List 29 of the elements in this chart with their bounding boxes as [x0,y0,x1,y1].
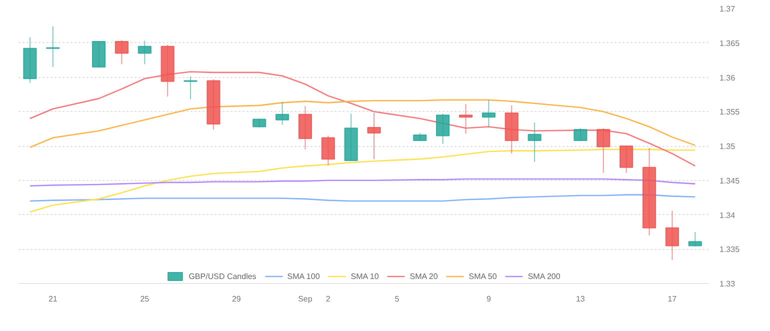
legend-label: SMA 10 [350,272,379,280]
x-tick-label: 2 [326,294,331,304]
legend-label: GBP/USD Candles [188,272,256,280]
legend-label: SMA 50 [468,272,497,280]
x-tick-label: Sep [298,294,313,304]
y-tick-label: 1.34 [720,210,736,220]
y-tick-label: 1.345 [720,176,740,186]
y-tick-label: 1.355 [720,108,740,117]
line-series [29,71,696,167]
x-tick-label: 29 [232,294,242,304]
y-tick-label: 1.36 [720,73,736,82]
line-series [29,99,696,148]
legend-label: SMA 20 [410,272,438,280]
y-tick-label: 1.35 [720,142,736,151]
y-tick-label: 1.335 [720,245,740,254]
y-tick-label: 1.365 [720,38,740,48]
x-tick-label: 25 [140,294,150,304]
x-tick-label: 9 [486,294,492,304]
y-tick-label: 1.33 [720,280,736,288]
x-tick-label: 17 [668,294,678,304]
line-series [29,194,696,202]
x-tick-label: 13 [576,294,586,304]
candlestick [574,128,588,141]
x-tick-label: 5 [394,294,400,304]
y-tick-label: 1.37 [720,4,736,14]
x-tick-label: 21 [48,294,58,304]
legend-label: SMA 100 [287,272,320,280]
line-series [29,178,696,187]
legend-label: SMA 200 [528,272,560,280]
